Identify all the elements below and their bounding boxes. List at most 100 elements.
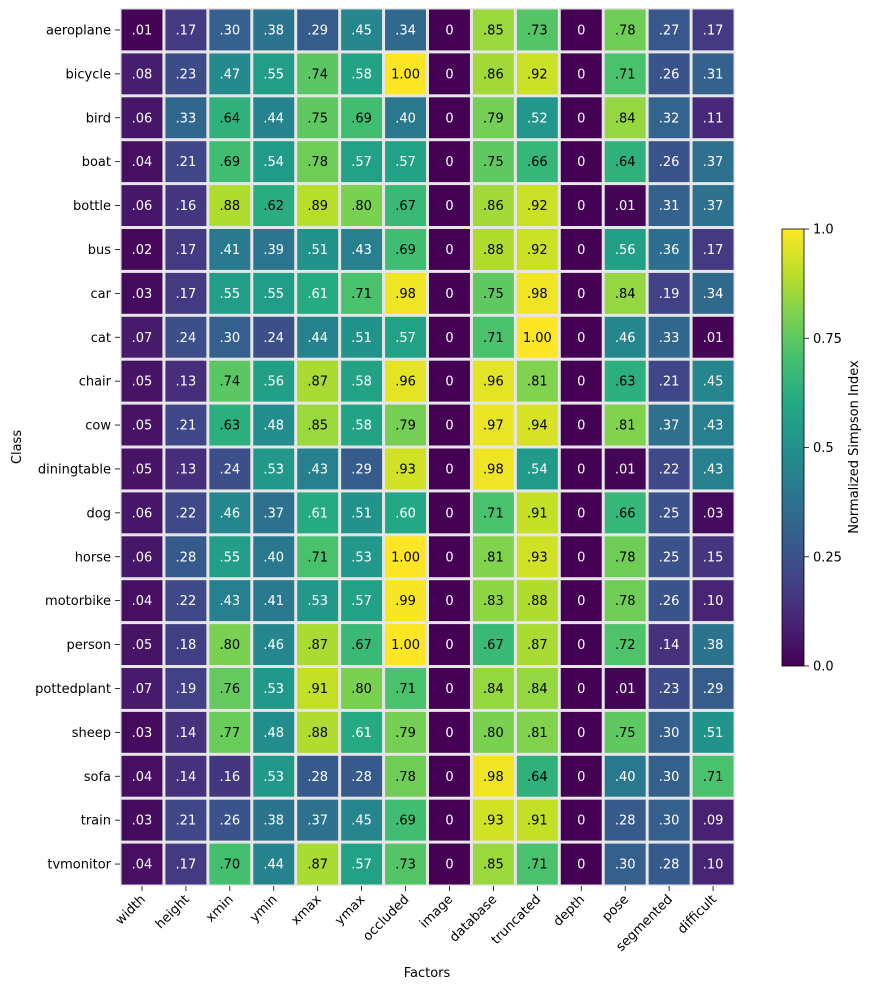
heatmap-cell <box>297 229 339 270</box>
heatmap-cell <box>297 316 339 358</box>
heatmap-cell <box>692 185 734 226</box>
y-tick-label: tvmonitor <box>47 858 111 873</box>
heatmap-cell <box>692 799 734 841</box>
heatmap-cell <box>297 843 339 885</box>
heatmap-cell <box>560 141 602 183</box>
cell-value-label: .13 <box>176 462 197 477</box>
cell-value-label: .57 <box>395 331 416 346</box>
y-tick-label: horse <box>75 550 111 565</box>
heatmap-cell <box>648 668 690 709</box>
cell-value-label: .64 <box>615 155 636 170</box>
cell-value-label: .74 <box>307 67 328 82</box>
heatmap-cell <box>472 404 514 446</box>
cell-value-label: .45 <box>703 375 724 390</box>
heatmap-cell <box>516 53 558 95</box>
cell-value-label: .58 <box>351 419 372 434</box>
heatmap-cell <box>604 448 646 490</box>
y-tick-label: bus <box>88 243 111 258</box>
cell-value-label: 0 <box>445 23 453 38</box>
heatmap-cell <box>385 755 427 797</box>
heatmap-cell <box>604 492 646 534</box>
cell-value-label: .98 <box>483 462 504 477</box>
cell-value-label: .32 <box>659 111 680 126</box>
heatmap-cell <box>385 53 427 95</box>
heatmap-cell <box>253 272 295 314</box>
heatmap-cell <box>385 580 427 622</box>
cell-value-label: .36 <box>659 243 680 258</box>
heatmap-cell <box>121 624 163 665</box>
heatmap-cell <box>472 9 514 51</box>
heatmap-cell <box>341 97 383 139</box>
cell-value-label: .75 <box>483 155 504 170</box>
heatmap-cell <box>253 53 295 95</box>
cell-value-label: .76 <box>219 682 240 697</box>
cell-value-label: .83 <box>483 594 504 609</box>
heatmap-cell <box>121 141 163 183</box>
heatmap-cell <box>297 580 339 622</box>
cell-value-label: 1.00 <box>391 638 420 653</box>
cell-value-label: .37 <box>263 506 284 521</box>
y-tick-label: sofa <box>84 770 111 785</box>
cell-value-label: .13 <box>176 375 197 390</box>
heatmap-cell <box>165 53 207 95</box>
cell-value-label: .74 <box>219 375 240 390</box>
cell-value-label: 0 <box>577 594 585 609</box>
cell-value-label: .21 <box>176 155 197 170</box>
heatmap-cell <box>341 668 383 709</box>
heatmap-cell <box>385 272 427 314</box>
heatmap-cell <box>385 492 427 534</box>
cell-value-label: .04 <box>132 594 153 609</box>
cell-value-label: .16 <box>176 199 197 214</box>
heatmap-cell <box>165 799 207 841</box>
heatmap-cell <box>165 185 207 226</box>
cell-value-label: .62 <box>263 199 284 214</box>
cell-value-label: 0 <box>577 638 585 653</box>
cell-value-label: .33 <box>659 331 680 346</box>
heatmap-cell <box>429 668 470 709</box>
y-tick-label: cat <box>91 331 111 346</box>
cell-value-label: .56 <box>263 375 284 390</box>
heatmap-cell <box>297 53 339 95</box>
heatmap-cell <box>516 492 558 534</box>
heatmap-cell <box>604 755 646 797</box>
heatmap-cell <box>165 141 207 183</box>
heatmap-cell <box>297 711 339 753</box>
cell-value-label: .87 <box>307 638 328 653</box>
heatmap-cell <box>648 536 690 578</box>
heatmap-cell <box>297 536 339 578</box>
cell-value-label: .03 <box>132 726 153 741</box>
heatmap-cell <box>429 53 470 95</box>
cell-value-label: .21 <box>659 375 680 390</box>
cell-value-label: .91 <box>527 814 548 829</box>
heatmap-cell <box>604 185 646 226</box>
heatmap-cell <box>560 755 602 797</box>
heatmap-cell <box>692 97 734 139</box>
cell-value-label: .25 <box>659 550 680 565</box>
cell-value-label: .15 <box>703 550 724 565</box>
heatmap-cell <box>385 624 427 665</box>
heatmap-cell <box>692 229 734 270</box>
heatmap-cell <box>604 624 646 665</box>
heatmap-cell <box>253 536 295 578</box>
heatmap-cell <box>165 272 207 314</box>
x-tick-label: xmin <box>203 892 236 925</box>
cell-value-label: 0 <box>577 375 585 390</box>
cell-value-label: .40 <box>395 111 416 126</box>
heatmap-cell <box>429 580 470 622</box>
heatmap-cell <box>209 9 251 51</box>
cell-value-label: 0 <box>577 155 585 170</box>
cell-value-label: .63 <box>219 419 240 434</box>
heatmap-cell <box>648 843 690 885</box>
cell-value-label: .22 <box>659 462 680 477</box>
cell-value-label: .81 <box>527 375 548 390</box>
heatmap-cell <box>560 448 602 490</box>
cell-value-label: .56 <box>615 243 636 258</box>
heatmap-cell <box>648 711 690 753</box>
cell-value-label: .01 <box>132 23 153 38</box>
heatmap-cell <box>692 536 734 578</box>
heatmap-cell <box>121 316 163 358</box>
heatmap-cell <box>165 360 207 402</box>
cell-value-label: .37 <box>703 199 724 214</box>
cell-value-label: .38 <box>703 638 724 653</box>
cell-value-label: .07 <box>132 331 153 346</box>
